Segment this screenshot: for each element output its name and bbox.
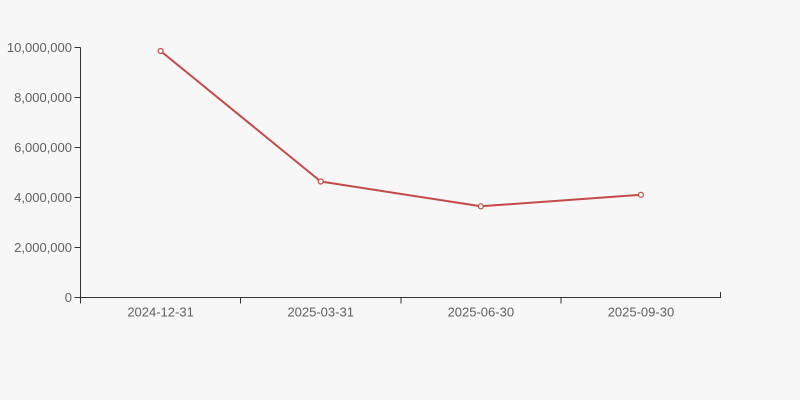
y-axis-tick-label: 10,000,000: [7, 40, 72, 55]
data-point-marker: [157, 47, 164, 55]
y-axis-tick-label: 4,000,000: [14, 190, 72, 205]
x-axis-tick-label: 2025-06-30: [448, 305, 515, 320]
y-axis-tick-label: 8,000,000: [14, 90, 72, 105]
y-axis-tick-label: 0: [65, 290, 72, 305]
x-axis-tick-label: 2024-12-31: [127, 305, 194, 320]
data-point-marker: [317, 178, 324, 185]
x-axis-tick-label: 2025-03-31: [287, 305, 354, 320]
data-point-marker: [477, 203, 484, 210]
data-point-marker: [637, 191, 645, 198]
x-axis-tick-label: 2025-09-30: [608, 305, 675, 320]
data-line: [159, 50, 642, 208]
y-axis-tick-label: 2,000,000: [14, 240, 72, 255]
y-axis-tick-label: 6,000,000: [14, 140, 72, 155]
